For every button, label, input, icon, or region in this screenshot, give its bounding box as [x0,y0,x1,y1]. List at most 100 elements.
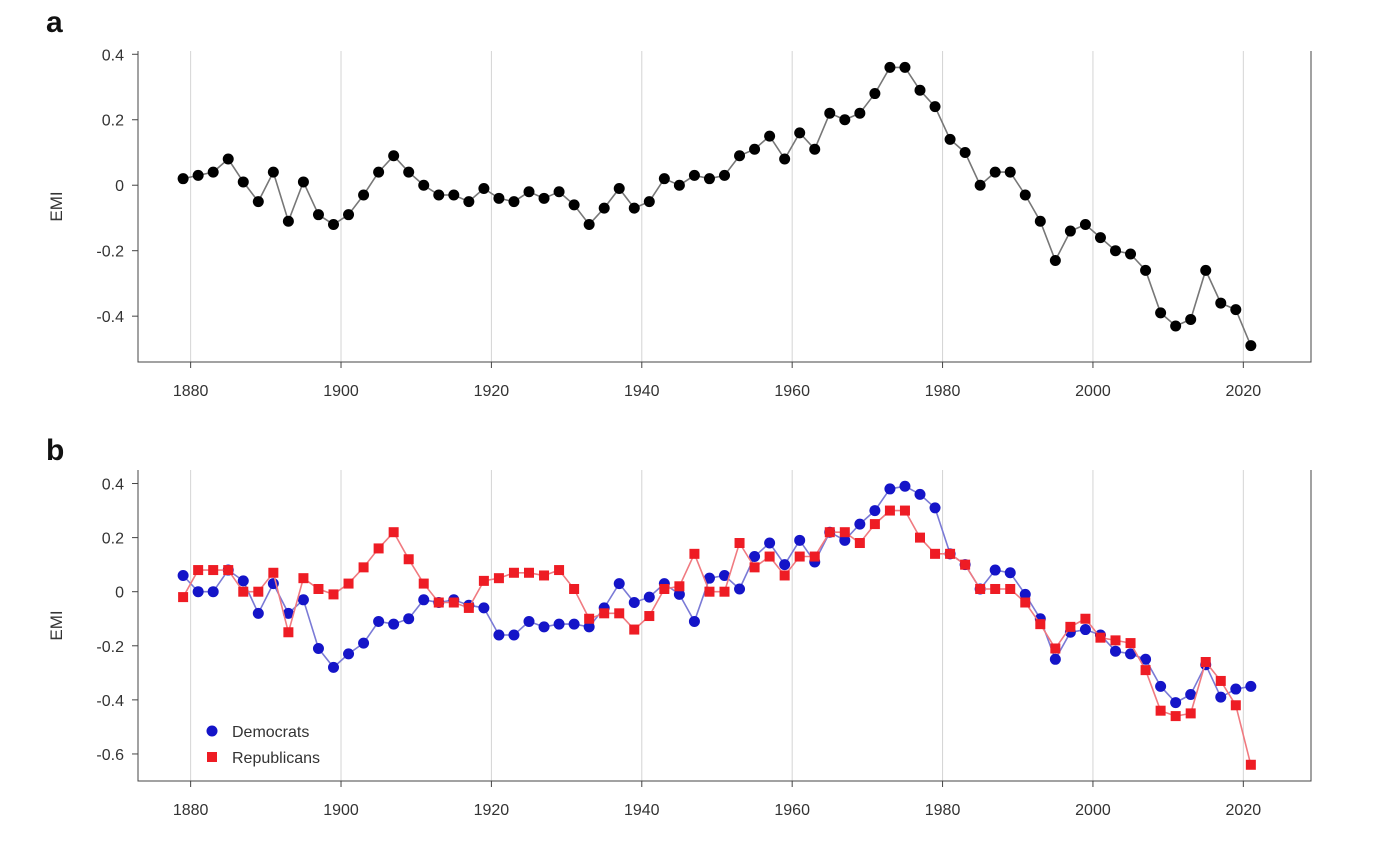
panel-letter-b: b [46,434,65,467]
y-tick-label: 0 [115,178,124,195]
data-point-all [1140,264,1152,276]
data-point-all [177,173,189,185]
data-point-all [703,173,715,185]
y-tick-label: 0.2 [102,113,124,130]
data-point-republicans [508,567,519,578]
y-tick-label: -0.2 [96,244,124,261]
y-tick-label: -0.4 [96,693,124,710]
series-line-democrats [182,485,1251,704]
data-point-democrats [553,618,565,630]
data-point-all [252,196,264,208]
y-tick-label: 0 [115,585,124,602]
data-point-all [1049,255,1061,267]
data-point-all [794,127,806,139]
data-point-republicans [704,586,715,597]
data-point-democrats [568,618,580,630]
data-point-all [237,176,249,188]
data-point-all [192,169,204,181]
data-point-democrats [237,575,249,587]
data-point-republicans [569,583,580,594]
data-point-democrats [388,618,400,630]
legend-label-democrats: Democrats [232,724,309,741]
x-tick-label: 1980 [925,802,961,819]
data-point-democrats [764,537,776,549]
data-point-republicans [373,543,384,554]
data-point-republicans [328,589,339,600]
data-point-republicans [223,565,234,576]
data-point-democrats [929,502,941,514]
data-point-all [688,169,700,181]
data-point-republicans [990,583,1001,594]
data-point-democrats [583,621,595,633]
data-point-democrats [703,572,715,584]
data-point-democrats [403,613,415,625]
data-point-all [899,61,911,73]
data-point-republicans [899,505,910,516]
data-point-democrats [854,518,866,530]
data-point-all [282,215,294,227]
data-point-democrats [1140,653,1152,665]
data-point-republicans [1095,632,1106,643]
data-point-republicans [599,608,610,619]
data-point-all [989,166,1001,178]
x-tick-label: 1920 [474,383,510,400]
series-line-republicans [182,509,1252,765]
data-point-republicans [253,586,264,597]
data-point-democrats [1125,648,1137,660]
data-point-all [328,219,339,231]
data-point-all [433,189,445,201]
data-point-democrats [673,588,685,600]
data-point-democrats [1230,683,1242,695]
x-tick-label: 1920 [474,802,510,819]
data-point-republicans [343,578,354,589]
data-point-democrats [538,621,550,633]
data-point-all [854,107,866,119]
x-tick-label: 1980 [925,383,961,400]
data-point-republicans [1050,643,1061,654]
data-point-all [538,192,550,204]
x-tick-label: 1940 [624,383,660,400]
data-point-republicans [1035,619,1046,630]
axis-frame [137,51,1312,363]
data-point-democrats [1185,688,1197,700]
data-point-democrats [1245,680,1257,692]
data-point-republicans [463,602,474,613]
data-point-democrats [192,586,204,598]
x-tick-label: 2020 [1226,383,1262,400]
legend-label-republicans: Republicans [232,750,320,767]
legend-marker-democrats [206,725,218,737]
x-tick-label: 2020 [1226,802,1262,819]
data-point-all [297,176,309,188]
data-point-democrats [297,594,309,606]
data-point-republicans [268,567,279,578]
data-point-all [1125,248,1137,260]
data-point-republicans [554,565,565,576]
data-point-all [628,202,640,214]
x-tick-label: 1940 [624,802,660,819]
data-point-republicans [433,597,444,608]
data-point-all [1019,189,1031,201]
panel-letter-a: a [46,6,63,39]
data-point-all [734,150,746,162]
data-point-republicans [1155,705,1166,716]
data-point-democrats [373,615,385,627]
data-point-democrats [719,569,730,581]
panel-a-chart: 1880 1900 1920 1940 1960 1980 2000 2020 0.4 0.2 0 -… [47,47,1312,400]
x-tick-label: 2000 [1075,383,1111,400]
data-point-republicans [915,532,925,543]
data-point-republicans [629,624,640,635]
axis-frame [137,470,1312,782]
data-point-republicans [644,611,655,622]
data-point-democrats [252,607,264,619]
data-point-republicans [945,548,956,559]
data-point-all [1155,307,1167,319]
data-point-all [373,166,385,178]
data-point-all [929,101,941,113]
data-point-republicans [1110,635,1121,646]
data-point-all [478,182,490,194]
y-axis-title: EMI [47,191,66,221]
data-point-democrats [1004,567,1016,579]
data-point-republicans [1215,675,1226,686]
data-point-democrats [884,483,896,495]
data-point-republicans [1005,583,1016,594]
